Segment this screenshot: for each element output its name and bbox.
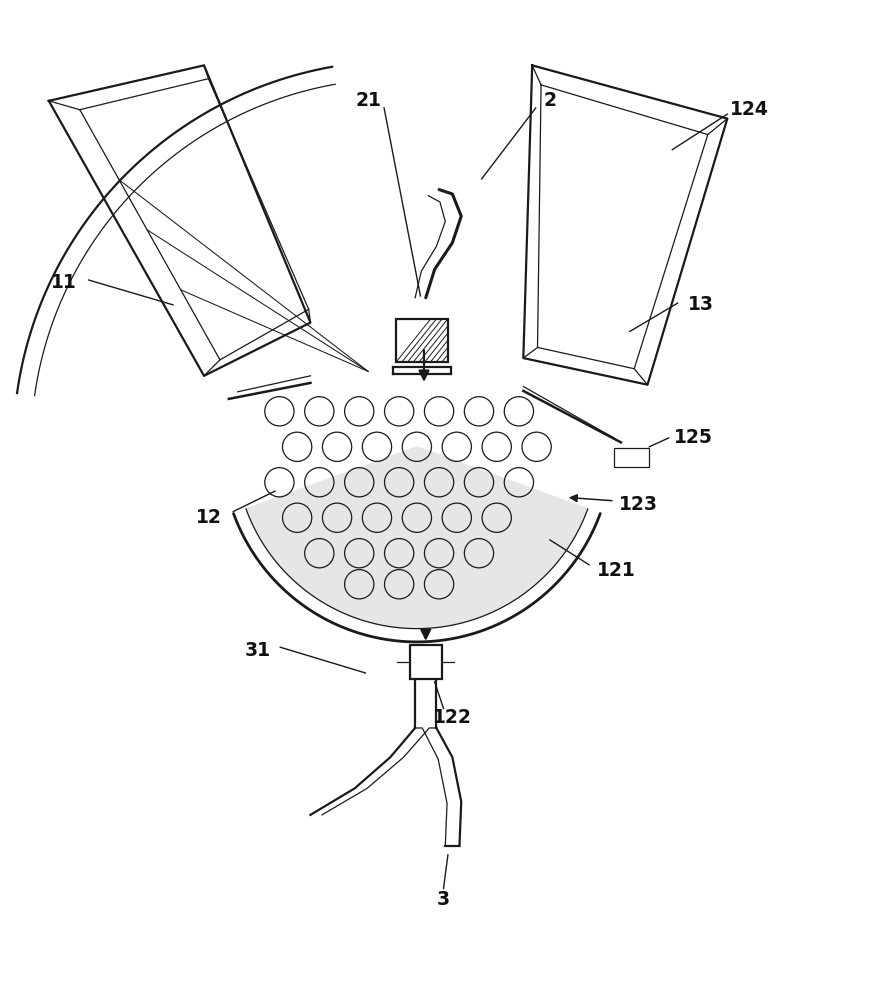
Polygon shape bbox=[245, 447, 587, 629]
Text: 125: 125 bbox=[673, 428, 712, 447]
Bar bbox=[409, 645, 441, 679]
Text: 12: 12 bbox=[195, 508, 222, 527]
Text: 122: 122 bbox=[432, 708, 471, 727]
Text: 123: 123 bbox=[618, 495, 657, 514]
Text: 2: 2 bbox=[543, 91, 556, 110]
Text: 3: 3 bbox=[437, 890, 449, 909]
Text: 21: 21 bbox=[354, 91, 381, 110]
Text: 13: 13 bbox=[687, 295, 713, 314]
Bar bbox=[613, 448, 649, 467]
Text: 121: 121 bbox=[596, 561, 635, 580]
Bar bbox=[396, 319, 447, 362]
Text: 124: 124 bbox=[729, 100, 768, 119]
Text: 31: 31 bbox=[244, 641, 270, 660]
Text: 11: 11 bbox=[51, 273, 77, 292]
